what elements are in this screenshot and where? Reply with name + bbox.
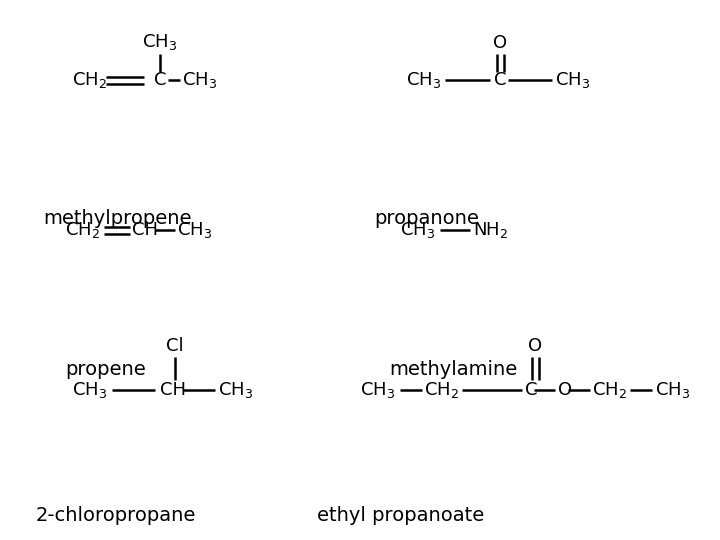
Text: Cl: Cl <box>166 337 184 355</box>
Text: 2-chloropropane: 2-chloropropane <box>36 506 197 525</box>
Text: methylamine: methylamine <box>389 360 517 380</box>
Text: propene: propene <box>65 360 145 380</box>
Text: CH$_2$: CH$_2$ <box>592 380 627 400</box>
Text: NH$_2$: NH$_2$ <box>473 220 508 240</box>
Text: C: C <box>494 71 506 89</box>
Text: O: O <box>493 34 507 52</box>
Text: O: O <box>558 381 572 399</box>
Text: C: C <box>154 71 166 89</box>
Text: CH$_3$: CH$_3$ <box>72 380 107 400</box>
Text: CH: CH <box>132 221 158 239</box>
Text: CH$_3$: CH$_3$ <box>406 70 441 90</box>
Text: CH$_2$: CH$_2$ <box>72 70 107 90</box>
Text: CH$_3$: CH$_3$ <box>218 380 253 400</box>
Text: CH$_3$: CH$_3$ <box>400 220 435 240</box>
Text: CH$_3$: CH$_3$ <box>555 70 590 90</box>
Text: ethyl propanoate: ethyl propanoate <box>317 506 484 525</box>
Text: CH$_2$: CH$_2$ <box>424 380 459 400</box>
Text: O: O <box>528 337 542 355</box>
Text: C: C <box>525 381 538 399</box>
Text: CH$_3$: CH$_3$ <box>143 32 178 52</box>
Text: CH$_3$: CH$_3$ <box>182 70 217 90</box>
Text: CH: CH <box>160 381 186 399</box>
Text: CH$_3$: CH$_3$ <box>177 220 212 240</box>
Text: CH$_3$: CH$_3$ <box>360 380 395 400</box>
Text: propanone: propanone <box>374 209 480 228</box>
Text: CH$_3$: CH$_3$ <box>655 380 690 400</box>
Text: methylpropene: methylpropene <box>43 209 192 228</box>
Text: CH$_2$: CH$_2$ <box>65 220 100 240</box>
